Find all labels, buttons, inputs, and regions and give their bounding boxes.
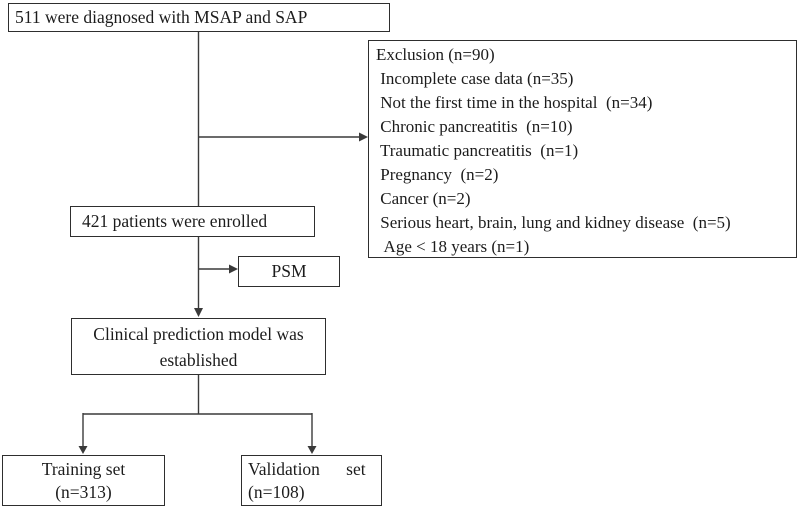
exclusion-line-4: Traumatic pancreatitis (n=1) xyxy=(376,141,579,160)
training-set-count: (n=313) xyxy=(55,482,112,502)
arrowhead-validation-icon xyxy=(307,446,317,454)
diagnosed-box: 511 were diagnosed with MSAP and SAP xyxy=(8,3,390,32)
training-set-box: Training set (n=313) xyxy=(2,455,165,506)
clinical-model-line-2: established xyxy=(159,350,238,370)
exclusion-line-5: Pregnancy (n=2) xyxy=(376,165,499,184)
validation-set-label: Validation set xyxy=(248,459,366,479)
exclusion-line-2: Not the first time in the hospital (n=34… xyxy=(376,93,653,112)
training-set-label: Training set xyxy=(41,459,126,479)
exclusion-line-3: Chronic pancreatitis (n=10) xyxy=(376,117,573,136)
arrowhead-psm-icon xyxy=(229,264,238,274)
exclusion-line-7: Serious heart, brain, lung and kidney di… xyxy=(376,213,731,232)
arrowhead-training-icon xyxy=(78,446,88,454)
exclusion-line-6: Cancer (n=2) xyxy=(376,189,471,208)
exclusion-line-8: Age < 18 years (n=1) xyxy=(376,237,530,256)
psm-box: PSM xyxy=(238,256,340,287)
validation-set-count: (n=108) xyxy=(248,482,305,502)
enrolled-box: 421 patients were enrolled xyxy=(70,206,315,237)
arrowhead-exclusion-icon xyxy=(359,132,368,142)
validation-set-box: Validation set (n=108) xyxy=(241,455,382,506)
exclusion-line-1: Incomplete case data (n=35) xyxy=(376,69,574,88)
exclusion-title: Exclusion (n=90) xyxy=(376,45,495,64)
exclusion-box: Exclusion (n=90) Incomplete case data (n… xyxy=(368,40,797,258)
arrowhead-clinical-icon xyxy=(194,308,203,317)
clinical-model-line-1: Clinical prediction model was xyxy=(93,324,304,344)
clinical-model-box: Clinical prediction model was establishe… xyxy=(71,318,326,375)
